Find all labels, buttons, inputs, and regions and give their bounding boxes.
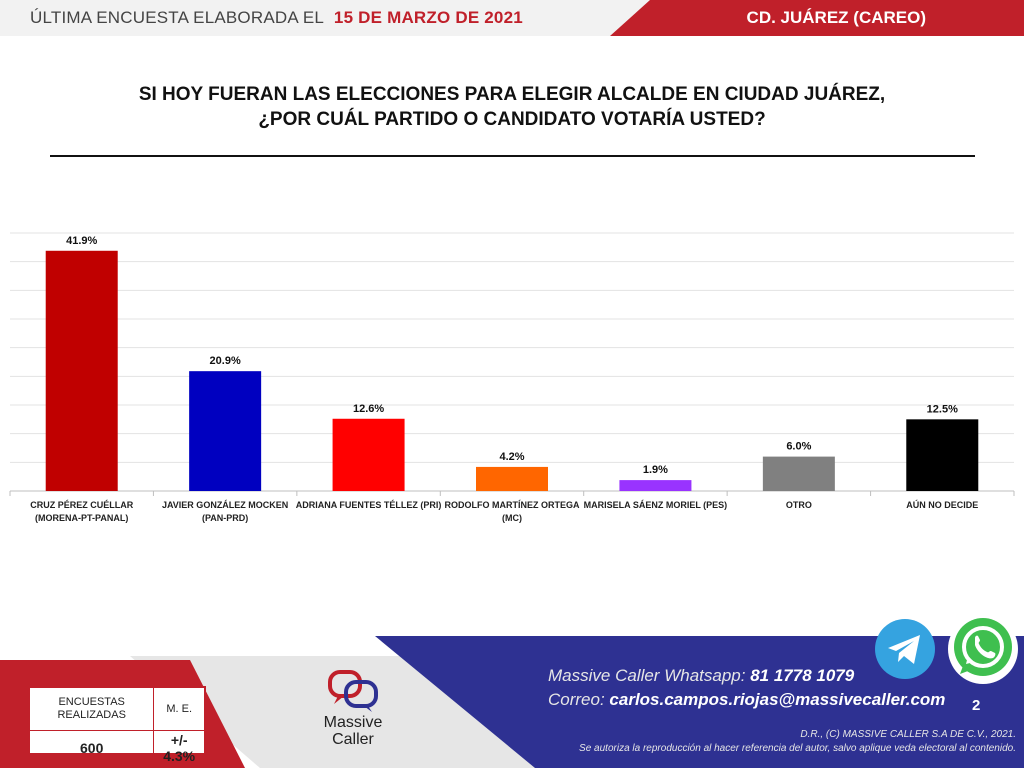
header-bar <box>0 0 660 36</box>
category-label: MARISELA SÁENZ MORIEL (PES) <box>584 500 728 510</box>
page-number: 2 <box>972 697 981 714</box>
category-label: JAVIER GONZÁLEZ MOCKEN <box>162 500 288 510</box>
bar <box>476 466 548 491</box>
survey-label: ÚLTIMA ENCUESTA ELABORADA EL <box>30 8 325 27</box>
whatsapp-line: Massive Caller Whatsapp: 81 1778 1079 <box>548 664 968 688</box>
sample-stats-table: ENCUESTAS REALIZADAS M. E. 600 +/- 4.3% <box>28 686 206 766</box>
surveys-label: ENCUESTAS REALIZADAS <box>28 687 155 731</box>
bar <box>332 418 405 491</box>
whatsapp-icon[interactable] <box>946 612 1020 686</box>
category-label: (MORENA-PT-PANAL) <box>35 513 128 523</box>
category-label: OTRO <box>786 500 812 510</box>
data-label: 20.9% <box>210 355 241 367</box>
bar <box>906 419 979 491</box>
category-label: ADRIANA FUENTES TÉLLEZ (PRI) <box>296 500 442 510</box>
email-label: Correo: <box>548 690 605 709</box>
data-label: 12.6% <box>353 403 384 415</box>
data-label: 4.2% <box>499 451 524 463</box>
data-label: 6.0% <box>786 441 811 453</box>
survey-question: SI HOY FUERAN LAS ELECCIONES PARA ELEGIR… <box>60 82 964 132</box>
question-line-2: ¿POR CUÁL PARTIDO O CANDIDATO VOTARÍA US… <box>258 109 766 130</box>
category-label: AÚN NO DECIDE <box>906 499 978 510</box>
survey-date: 15 DE MARZO DE 2021 <box>333 8 523 27</box>
data-label: 1.9% <box>643 464 668 476</box>
logo-name-line2: Caller <box>332 731 374 748</box>
bar <box>189 371 262 491</box>
surveys-value: 600 <box>28 730 155 766</box>
legal-line-2: Se autoriza la reproducción al hacer ref… <box>579 743 1016 754</box>
category-label: (MC) <box>502 513 522 523</box>
contact-info: Massive Caller Whatsapp: 81 1778 1079 Co… <box>548 664 968 712</box>
vote-intention-bar-chart: 41.9% CRUZ PÉREZ CUÉLLAR (MORENA-PT-PANAL)… <box>9 232 1015 523</box>
email-address[interactable]: carlos.campos.riojas@massivecaller.com <box>609 690 946 709</box>
data-label: 41.9% <box>66 235 97 247</box>
bar <box>45 250 118 491</box>
margin-error-label: M. E. <box>153 687 205 731</box>
legal-line-1: D.R., (C) MASSIVE CALLER S.A DE C.V., 20… <box>800 729 1016 740</box>
category-label: RODOLFO MARTÍNEZ ORTEGA <box>445 500 580 510</box>
telegram-icon[interactable] <box>874 618 936 680</box>
margin-error-value: +/- 4.3% <box>153 730 205 766</box>
whatsapp-label: Massive Caller Whatsapp: <box>548 666 746 685</box>
category-label: CRUZ PÉREZ CUÉLLAR <box>30 500 133 510</box>
header-region-bar <box>610 0 1024 36</box>
survey-date-line: ÚLTIMA ENCUESTA ELABORADA EL 15 DE MARZO… <box>30 8 523 28</box>
bar <box>619 480 692 491</box>
category-label: (PAN-PRD) <box>202 513 248 523</box>
legal-notice: D.R., (C) MASSIVE CALLER S.A DE C.V., 20… <box>420 728 1016 756</box>
logo-wordmark: Massive Caller <box>318 714 388 748</box>
question-line-1: SI HOY FUERAN LAS ELECCIONES PARA ELEGIR… <box>138 84 886 105</box>
whatsapp-number[interactable]: 81 1778 1079 <box>750 666 855 685</box>
logo-name-line1: Massive <box>323 714 383 731</box>
data-label: 12.5% <box>927 403 958 415</box>
massive-caller-logo: Massive Caller <box>318 668 388 760</box>
question-divider <box>50 155 975 157</box>
logo-speech-bubbles-icon <box>328 670 378 712</box>
email-line: Correo: carlos.campos.riojas@massivecall… <box>548 688 968 712</box>
region-label: CD. JUÁREZ (CAREO) <box>746 8 926 27</box>
bar <box>762 456 835 491</box>
